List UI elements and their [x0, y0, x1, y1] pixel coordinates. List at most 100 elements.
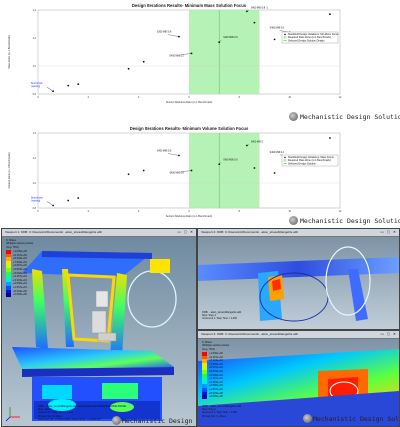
- x-tick-label: 0: [37, 96, 39, 99]
- contour-legend: S, Mises (Multiple section points) (Avg:…: [6, 239, 34, 249]
- viewport-info-line: Primary Var: S, Mises: [38, 414, 62, 418]
- viewport-info-line: ODB: ...ation_stress4Rangehis.odb: [202, 311, 242, 314]
- viewport-info-line: ODB: ...ation_stress4Rangehis.odb Abaqus…: [38, 405, 127, 408]
- benchmark-label: Benchmark: [31, 197, 43, 200]
- x-tick-label: 12: [339, 210, 342, 213]
- viewport-title-bar[interactable]: Viewport 2: ODB: C:/Users/eric/Documents…: [198, 229, 399, 237]
- y-tick-label: 0.8: [33, 93, 37, 96]
- legend-value: +4.167e+01: [13, 275, 27, 279]
- legend-value: +4.167e+01: [209, 377, 223, 381]
- x-axis-label: Section Modulus Ratio (to 1 Benchmark): [166, 214, 213, 218]
- legend-value: +7.500e+01: [13, 260, 27, 264]
- x-tick-label: 2: [88, 96, 90, 99]
- point-label: S400 M90 0.8: [223, 159, 238, 161]
- fea-detail-model-2[interactable]: [198, 331, 399, 426]
- legend-swatch: [284, 156, 286, 159]
- legend-value: +8.333e+01: [13, 257, 27, 261]
- y-tick-label: 1.0: [33, 182, 37, 185]
- data-point: [178, 35, 180, 38]
- legend-entry: Selected Design Solution: [288, 162, 317, 165]
- logo-icon: [289, 216, 298, 225]
- legend-swatch: [283, 36, 287, 39]
- y-tick-label: 1.4: [33, 132, 37, 135]
- x-tick-label: 4: [138, 210, 140, 213]
- legend-color-swatch: [6, 289, 11, 294]
- point-leader: [219, 162, 222, 165]
- viewport-info-line: Increment 1: Step Time = 1.000: [202, 411, 237, 415]
- legend-color-swatch: [6, 271, 11, 276]
- fea-main-model[interactable]: [2, 229, 196, 426]
- legend-color-swatch: [202, 391, 207, 396]
- fea-detail-model-1[interactable]: [198, 229, 399, 329]
- legend-value: +6.667e+01: [13, 264, 27, 268]
- data-point: [253, 21, 256, 24]
- benchmark-label: (starting): [31, 200, 40, 203]
- watermark-main: Mechanistic Design Solutions: [122, 417, 196, 425]
- data-point: [52, 204, 54, 207]
- legend-value: +6.667e+01: [209, 366, 223, 370]
- viewport-info: ODB: ...ation_stress4Rangehis.odb Step: S…: [202, 311, 241, 321]
- point-label: S400 M96 0.2: [270, 152, 285, 154]
- data-point: [67, 199, 70, 202]
- legend-color-swatch: [202, 377, 207, 381]
- viewport-title-bar[interactable]: Viewport 3: ODB: C:/Users/eric/Documents…: [198, 331, 399, 339]
- viewport-info: ODB: ...ation_stress4Rangehis.odb Step: S…: [202, 405, 241, 418]
- benchmark-label: (starting): [31, 85, 40, 88]
- legend-value: +7.500e+01: [209, 362, 223, 366]
- y-tick-label: 1.4: [33, 9, 37, 12]
- pass-zone: [189, 10, 260, 94]
- volume-results-chart: Design Iterations Results- Minimum Volum…: [0, 123, 400, 226]
- legend-color-swatch: [202, 395, 207, 399]
- data-point: [273, 38, 276, 41]
- viewport-info: ODB: ...ation_stress4Rangehis.odb Abaqus…: [38, 405, 126, 421]
- legend-color-swatch: [6, 267, 11, 272]
- benchmark-label: Benchmark: [31, 82, 43, 85]
- legend-value: +5.833e+01: [209, 369, 223, 373]
- legend-value: +3.333e+01: [13, 278, 27, 282]
- y-tick-label: 1.2: [33, 37, 37, 40]
- point-label: S400 M96 0.8: [157, 151, 172, 153]
- legend-color-swatch: [6, 285, 11, 290]
- point-leader: [180, 170, 192, 173]
- viewport-title-bar[interactable]: Viewport 1: ODB: C:/Users/eric/Documents…: [2, 229, 196, 237]
- legend: [281, 154, 339, 167]
- x-axis-label: Section Modulus Ratio (to 1 Benchmark): [166, 100, 213, 104]
- x-tick-label: 10: [288, 96, 291, 99]
- legend-color-swatch: [202, 352, 207, 356]
- viewport-top-right[interactable]: Viewport 2: ODB: C:/Users/eric/Documents…: [197, 228, 400, 330]
- window-controls[interactable]: ▭ ▢ ✕: [380, 332, 397, 336]
- viewport-info-line: Step: Step-1: [202, 314, 216, 318]
- logo-icon: [303, 414, 312, 423]
- point-leader: [219, 40, 222, 43]
- data-point: [77, 83, 80, 86]
- data-point: [77, 197, 80, 199]
- window-controls[interactable]: ▭ ▢ ✕: [380, 230, 397, 234]
- legend-value: +8.333e+01: [209, 359, 223, 363]
- legend-color-swatch: [6, 264, 11, 268]
- point-leader: [167, 34, 179, 37]
- watermark-middle: Mechanistic Design Solutions: [300, 217, 400, 225]
- legend-color-swatch: [6, 275, 11, 279]
- legend-value: +1.667e+01: [209, 387, 223, 391]
- legend-color-swatch: [6, 260, 11, 265]
- legend-value: +0.000e+00: [13, 293, 27, 297]
- y-tick-label: 1.0: [33, 65, 37, 68]
- benchmark-arrow: [46, 86, 53, 91]
- x-tick-label: 6: [188, 210, 190, 213]
- y-tick-label: 0.8: [33, 207, 37, 210]
- legend-value: +5.000e+01: [209, 373, 223, 377]
- viewport-info-line: ODB: ...ation_stress4Rangehis.odb: [202, 405, 242, 408]
- watermark-top: Mechanistic Design Solutions: [300, 113, 400, 121]
- legend-color-swatch: [6, 253, 11, 258]
- data-point: [142, 169, 145, 172]
- viewport-bottom-right[interactable]: Viewport 3: ODB: C:/Users/eric/Documents…: [197, 330, 400, 427]
- legend-swatch: [284, 33, 286, 36]
- x-tick-label: 4: [138, 96, 140, 99]
- y-axis-label: Mass Ratio (to 1 Benchmark): [7, 35, 11, 69]
- contour-legend: S, Mises (Multiple section points) (Avg:…: [202, 341, 230, 351]
- window-controls[interactable]: ▭ ▢ ✕: [177, 230, 194, 234]
- legend: [281, 31, 339, 44]
- data-point: [178, 154, 180, 157]
- viewport-main[interactable]: Viewport 1: ODB: C:/Users/eric/Documents…: [1, 228, 197, 427]
- legend-color-swatch: [6, 282, 11, 286]
